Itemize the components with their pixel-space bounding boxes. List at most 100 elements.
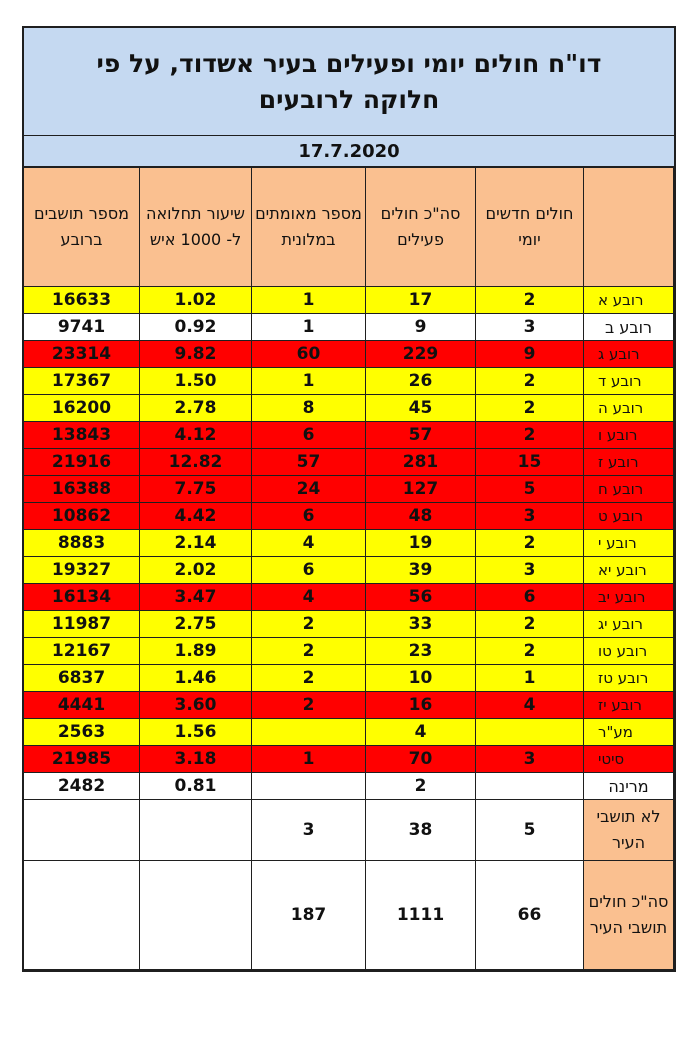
- cell-new: 5: [475, 475, 584, 503]
- cell-hotel: 2: [251, 637, 366, 665]
- header-rate-per-1000: שיעור תחלואה ל- 1000 איש: [139, 167, 252, 287]
- row-name: מרינה: [583, 772, 674, 800]
- cell-hotel: 57: [251, 448, 366, 476]
- cell-residents: 13843: [23, 421, 140, 449]
- cell-rate: [139, 860, 252, 970]
- cell-hotel: 2: [251, 610, 366, 638]
- cell-residents: 16200: [23, 394, 140, 422]
- report-date: 17.7.2020: [24, 136, 674, 167]
- district-row: סיטי 3 70 1 3.18 21985: [23, 745, 674, 773]
- cell-hotel: 6: [251, 421, 366, 449]
- cell-residents: 2482: [23, 772, 140, 800]
- cell-residents: 16633: [23, 286, 140, 314]
- cell-rate: 7.75: [139, 475, 252, 503]
- cell-rate: 4.12: [139, 421, 252, 449]
- cell-active: 2: [365, 772, 476, 800]
- cell-rate: 1.56: [139, 718, 252, 746]
- district-row: רובע ו 2 57 6 4.12 13843: [23, 421, 674, 449]
- header-new-daily: חולים חדשים יומי: [475, 167, 584, 287]
- header-row: חולים חדשים יומי סה"כ חולים פעילים מספר …: [23, 167, 674, 287]
- cell-rate: 2.75: [139, 610, 252, 638]
- cell-residents: [23, 799, 140, 861]
- row-name: רובע יז: [583, 691, 674, 719]
- cell-new: 3: [475, 502, 584, 530]
- cell-new: [475, 772, 584, 800]
- cell-active: 19: [365, 529, 476, 557]
- cell-rate: [139, 799, 252, 861]
- district-row: רובע יג 2 33 2 2.75 11987: [23, 610, 674, 638]
- cell-rate: 3.18: [139, 745, 252, 773]
- totals-row: סה"כ חולים תושבי העיר 66 1111 187: [23, 860, 674, 970]
- report-sheet: דו"ח חולים יומי ופעילים בעיר אשדוד, על פ…: [22, 26, 676, 972]
- cell-residents: 6837: [23, 664, 140, 692]
- cell-residents: 17367: [23, 367, 140, 395]
- row-name: רובע ו: [583, 421, 674, 449]
- cell-rate: 2.78: [139, 394, 252, 422]
- cell-new: 2: [475, 610, 584, 638]
- cell-new: 2: [475, 421, 584, 449]
- cell-rate: 0.92: [139, 313, 252, 341]
- cell-new: 6: [475, 583, 584, 611]
- district-row: מרינה 2 0.81 2482: [23, 772, 674, 800]
- row-name: לא תושבי העיר: [583, 799, 674, 861]
- district-row: רובע ז 15 281 57 12.82 21916: [23, 448, 674, 476]
- district-row: רובע טז 1 10 2 1.46 6837: [23, 664, 674, 692]
- cell-new: 5: [475, 799, 584, 861]
- cell-rate: 0.81: [139, 772, 252, 800]
- cell-rate: 12.82: [139, 448, 252, 476]
- district-row: רובע יז 4 16 2 3.60 4441: [23, 691, 674, 719]
- cell-rate: 3.60: [139, 691, 252, 719]
- cell-rate: 2.14: [139, 529, 252, 557]
- cell-active: 4: [365, 718, 476, 746]
- cell-rate: 1.46: [139, 664, 252, 692]
- cell-new: 1: [475, 664, 584, 692]
- cell-active: 9: [365, 313, 476, 341]
- cell-residents: 11987: [23, 610, 140, 638]
- cell-hotel: 6: [251, 556, 366, 584]
- district-row: רובע ט 3 48 6 4.42 10862: [23, 502, 674, 530]
- district-row: רובע ב 3 9 1 0.92 9741: [23, 313, 674, 341]
- cell-residents: 4441: [23, 691, 140, 719]
- row-name: רובע ה: [583, 394, 674, 422]
- row-name: רובע יב: [583, 583, 674, 611]
- row-name: רובע יא: [583, 556, 674, 584]
- cell-hotel: 187: [251, 860, 366, 970]
- district-row: מע"ר 4 1.56 2563: [23, 718, 674, 746]
- cell-hotel: 2: [251, 664, 366, 692]
- row-name: רובע ד: [583, 367, 674, 395]
- row-name: רובע ח: [583, 475, 674, 503]
- cell-new: 4: [475, 691, 584, 719]
- cell-hotel: 2: [251, 691, 366, 719]
- row-name: רובע י: [583, 529, 674, 557]
- cell-hotel: [251, 772, 366, 800]
- cell-active: 33: [365, 610, 476, 638]
- row-name: רובע ז: [583, 448, 674, 476]
- cell-new: 3: [475, 745, 584, 773]
- cell-new: 66: [475, 860, 584, 970]
- row-name: רובע ט: [583, 502, 674, 530]
- row-name: רובע יג: [583, 610, 674, 638]
- cell-new: 2: [475, 529, 584, 557]
- row-name: רובע א: [583, 286, 674, 314]
- cell-active: 17: [365, 286, 476, 314]
- cell-new: [475, 718, 584, 746]
- district-row: רובע יא 3 39 6 2.02 19327: [23, 556, 674, 584]
- cell-active: 26: [365, 367, 476, 395]
- district-row: רובע ה 2 45 8 2.78 16200: [23, 394, 674, 422]
- cell-rate: 3.47: [139, 583, 252, 611]
- cell-hotel: 6: [251, 502, 366, 530]
- cell-new: 15: [475, 448, 584, 476]
- districts-table: חולים חדשים יומי סה"כ חולים פעילים מספר …: [23, 167, 674, 970]
- district-row: רובע ד 2 26 1 1.50 17367: [23, 367, 674, 395]
- cell-hotel: 3: [251, 799, 366, 861]
- cell-new: 3: [475, 313, 584, 341]
- cell-residents: [23, 860, 140, 970]
- cell-residents: 19327: [23, 556, 140, 584]
- cell-residents: 2563: [23, 718, 140, 746]
- cell-hotel: 1: [251, 313, 366, 341]
- cell-rate: 2.02: [139, 556, 252, 584]
- row-name: רובע ב: [583, 313, 674, 341]
- cell-residents: 8883: [23, 529, 140, 557]
- report-title: דו"ח חולים יומי ופעילים בעיר אשדוד, על פ…: [24, 28, 674, 136]
- cell-active: 16: [365, 691, 476, 719]
